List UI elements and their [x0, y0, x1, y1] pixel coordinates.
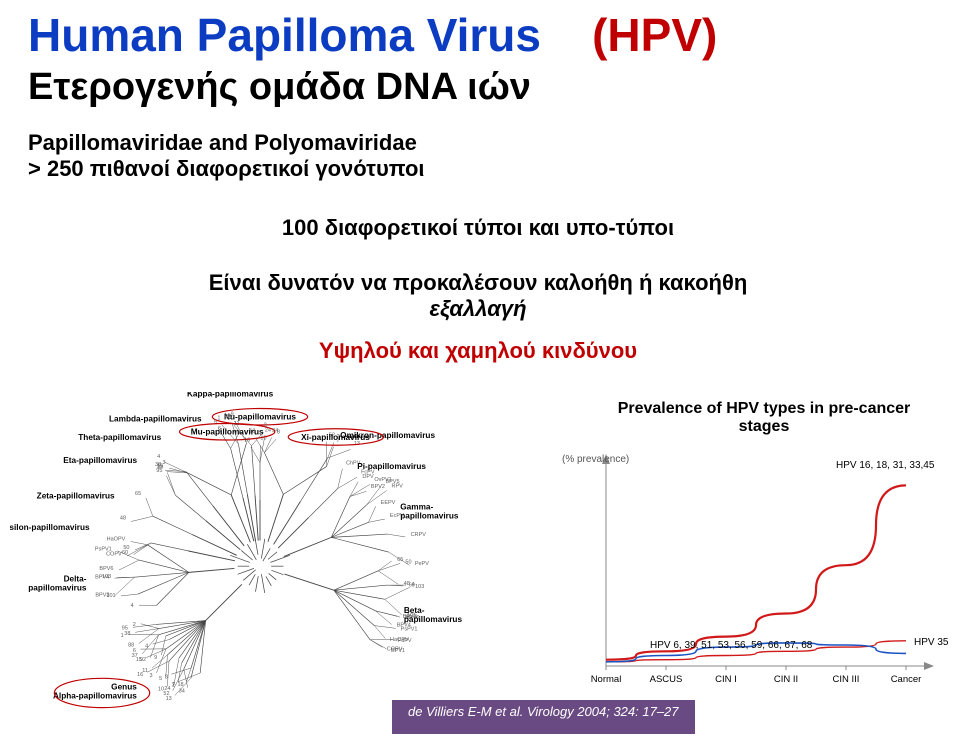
svg-text:4: 4	[131, 603, 134, 609]
svg-text:92: 92	[140, 657, 146, 663]
svg-text:Zeta-papillomavirus: Zeta-papillomavirus	[37, 491, 115, 500]
body-line-4: Υψηλού και χαμηλού κινδύνου	[28, 338, 928, 364]
svg-text:Mu-papillomavirus: Mu-papillomavirus	[191, 428, 264, 437]
svg-text:1: 1	[217, 416, 220, 422]
prevalence-figure: Prevalence of HPV types in pre-cancer st…	[554, 400, 954, 730]
svg-text:BPV4: BPV4	[95, 575, 109, 581]
svg-text:Eta-papillomavirus: Eta-papillomavirus	[63, 456, 137, 465]
svg-text:Genus: Genus	[111, 682, 137, 691]
svg-text:18: 18	[177, 682, 183, 688]
body-line-2: 100 διαφορετικοί τύποι και υπο-τύποι	[28, 215, 928, 241]
svg-text:PsPV1: PsPV1	[401, 627, 418, 633]
svg-text:Gamma-: Gamma-	[400, 503, 433, 512]
svg-text:65: 65	[397, 557, 403, 563]
svg-text:4: 4	[157, 454, 160, 460]
svg-text:Delta-: Delta-	[64, 574, 87, 583]
svg-text:88: 88	[128, 642, 134, 648]
svg-text:92: 92	[226, 415, 232, 421]
body-block-1: Papillomaviridae and Polyomaviridae > 25…	[28, 130, 425, 182]
svg-text:BPV1: BPV1	[391, 648, 405, 654]
svg-text:BPV5: BPV5	[385, 479, 399, 485]
svg-text:EEPV: EEPV	[381, 500, 396, 506]
body-line-1b: > 250 πιθανοί διαφορετικοί γονότυποι	[28, 156, 425, 182]
svg-text:Nu-papillomavirus: Nu-papillomavirus	[224, 413, 296, 422]
svg-text:3: 3	[150, 673, 153, 679]
svg-text:CIN II: CIN II	[774, 674, 798, 685]
svg-text:PePV: PePV	[415, 561, 429, 567]
body-line-3a: Είναι δυνατόν να προκαλέσουν καλοήθη ή κ…	[28, 270, 928, 296]
svg-text:95: 95	[122, 626, 128, 632]
prevalence-title: Prevalence of HPV types in pre-cancer st…	[594, 400, 934, 436]
title-main: Human Papilloma Virus	[28, 9, 541, 61]
svg-text:95: 95	[156, 468, 162, 474]
svg-text:48: 48	[120, 516, 126, 522]
svg-text:HPV 6, 39, 51, 53, 56, 59, 66,: HPV 6, 39, 51, 53, 56, 59, 66, 67, 68	[650, 640, 813, 651]
svg-text:CIN III: CIN III	[833, 674, 860, 685]
svg-text:Kappa-papillomavirus: Kappa-papillomavirus	[187, 392, 274, 398]
svg-text:FdPV: FdPV	[398, 638, 412, 644]
body-block-3: Είναι δυνατόν να προκαλέσουν καλοήθη ή κ…	[28, 270, 928, 322]
svg-text:10: 10	[158, 686, 164, 692]
svg-text:Pi-papillomavirus: Pi-papillomavirus	[357, 462, 426, 471]
svg-text:Beta-: Beta-	[404, 606, 425, 615]
body-line-1a: Papillomaviridae and Polyomaviridae	[28, 130, 425, 156]
svg-text:BPV2: BPV2	[371, 484, 385, 490]
svg-text:24: 24	[164, 686, 170, 692]
svg-text:103: 103	[415, 584, 424, 590]
svg-text:9: 9	[154, 655, 157, 661]
title-abbrev: (HPV)	[592, 9, 717, 61]
svg-text:34: 34	[179, 688, 185, 694]
svg-text:Epsilon-papillomavirus: Epsilon-papillomavirus	[10, 523, 90, 532]
svg-text:1: 1	[121, 633, 124, 639]
svg-text:Theta-papillomavirus: Theta-papillomavirus	[78, 433, 161, 442]
svg-text:Lambda-papillomavirus: Lambda-papillomavirus	[109, 415, 202, 424]
svg-text:7: 7	[172, 682, 175, 688]
svg-text:papillomavirus: papillomavirus	[28, 584, 87, 593]
svg-text:38: 38	[124, 631, 130, 637]
svg-text:BPV6: BPV6	[99, 566, 113, 572]
svg-text:papillomavirus: papillomavirus	[400, 512, 459, 521]
svg-text:HPV 16, 18, 31, 33,45: HPV 16, 18, 31, 33,45	[836, 460, 935, 471]
svg-text:Cancer: Cancer	[891, 674, 922, 685]
title-row: Human Papilloma Virus (HPV)	[28, 8, 717, 62]
body-line-3b: εξαλλαγή	[28, 296, 928, 322]
svg-text:8: 8	[165, 674, 168, 680]
svg-text:BPV3: BPV3	[95, 593, 109, 599]
svg-text:CIN I: CIN I	[715, 674, 737, 685]
slide: Human Papilloma Virus (HPV) Ετερογενής ο…	[0, 0, 960, 740]
svg-text:65: 65	[135, 491, 141, 497]
svg-text:CRPV: CRPV	[411, 532, 427, 538]
phylo-tree-figure: 21381834527241610115631549371922388895Ge…	[10, 392, 510, 722]
svg-text:COPV: COPV	[106, 551, 122, 557]
svg-text:Xi-papillomavirus: Xi-papillomavirus	[301, 433, 370, 442]
svg-text:5: 5	[159, 676, 162, 682]
svg-text:2: 2	[264, 422, 267, 428]
svg-text:HaOPV: HaOPV	[107, 536, 126, 542]
svg-text:papillomavirus: papillomavirus	[404, 615, 463, 624]
svg-text:4: 4	[412, 582, 415, 588]
svg-text:37: 37	[132, 653, 138, 659]
svg-text:HPV 35: HPV 35	[914, 637, 949, 648]
svg-text:11: 11	[142, 668, 148, 674]
svg-text:Alpha-papillomavirus: Alpha-papillomavirus	[53, 691, 137, 700]
svg-text:(% prevalence): (% prevalence)	[562, 454, 629, 465]
svg-text:Normal: Normal	[591, 674, 622, 685]
subtitle: Ετερογενής ομάδα DNA ιών	[28, 66, 531, 109]
svg-text:ASCUS: ASCUS	[650, 674, 683, 685]
